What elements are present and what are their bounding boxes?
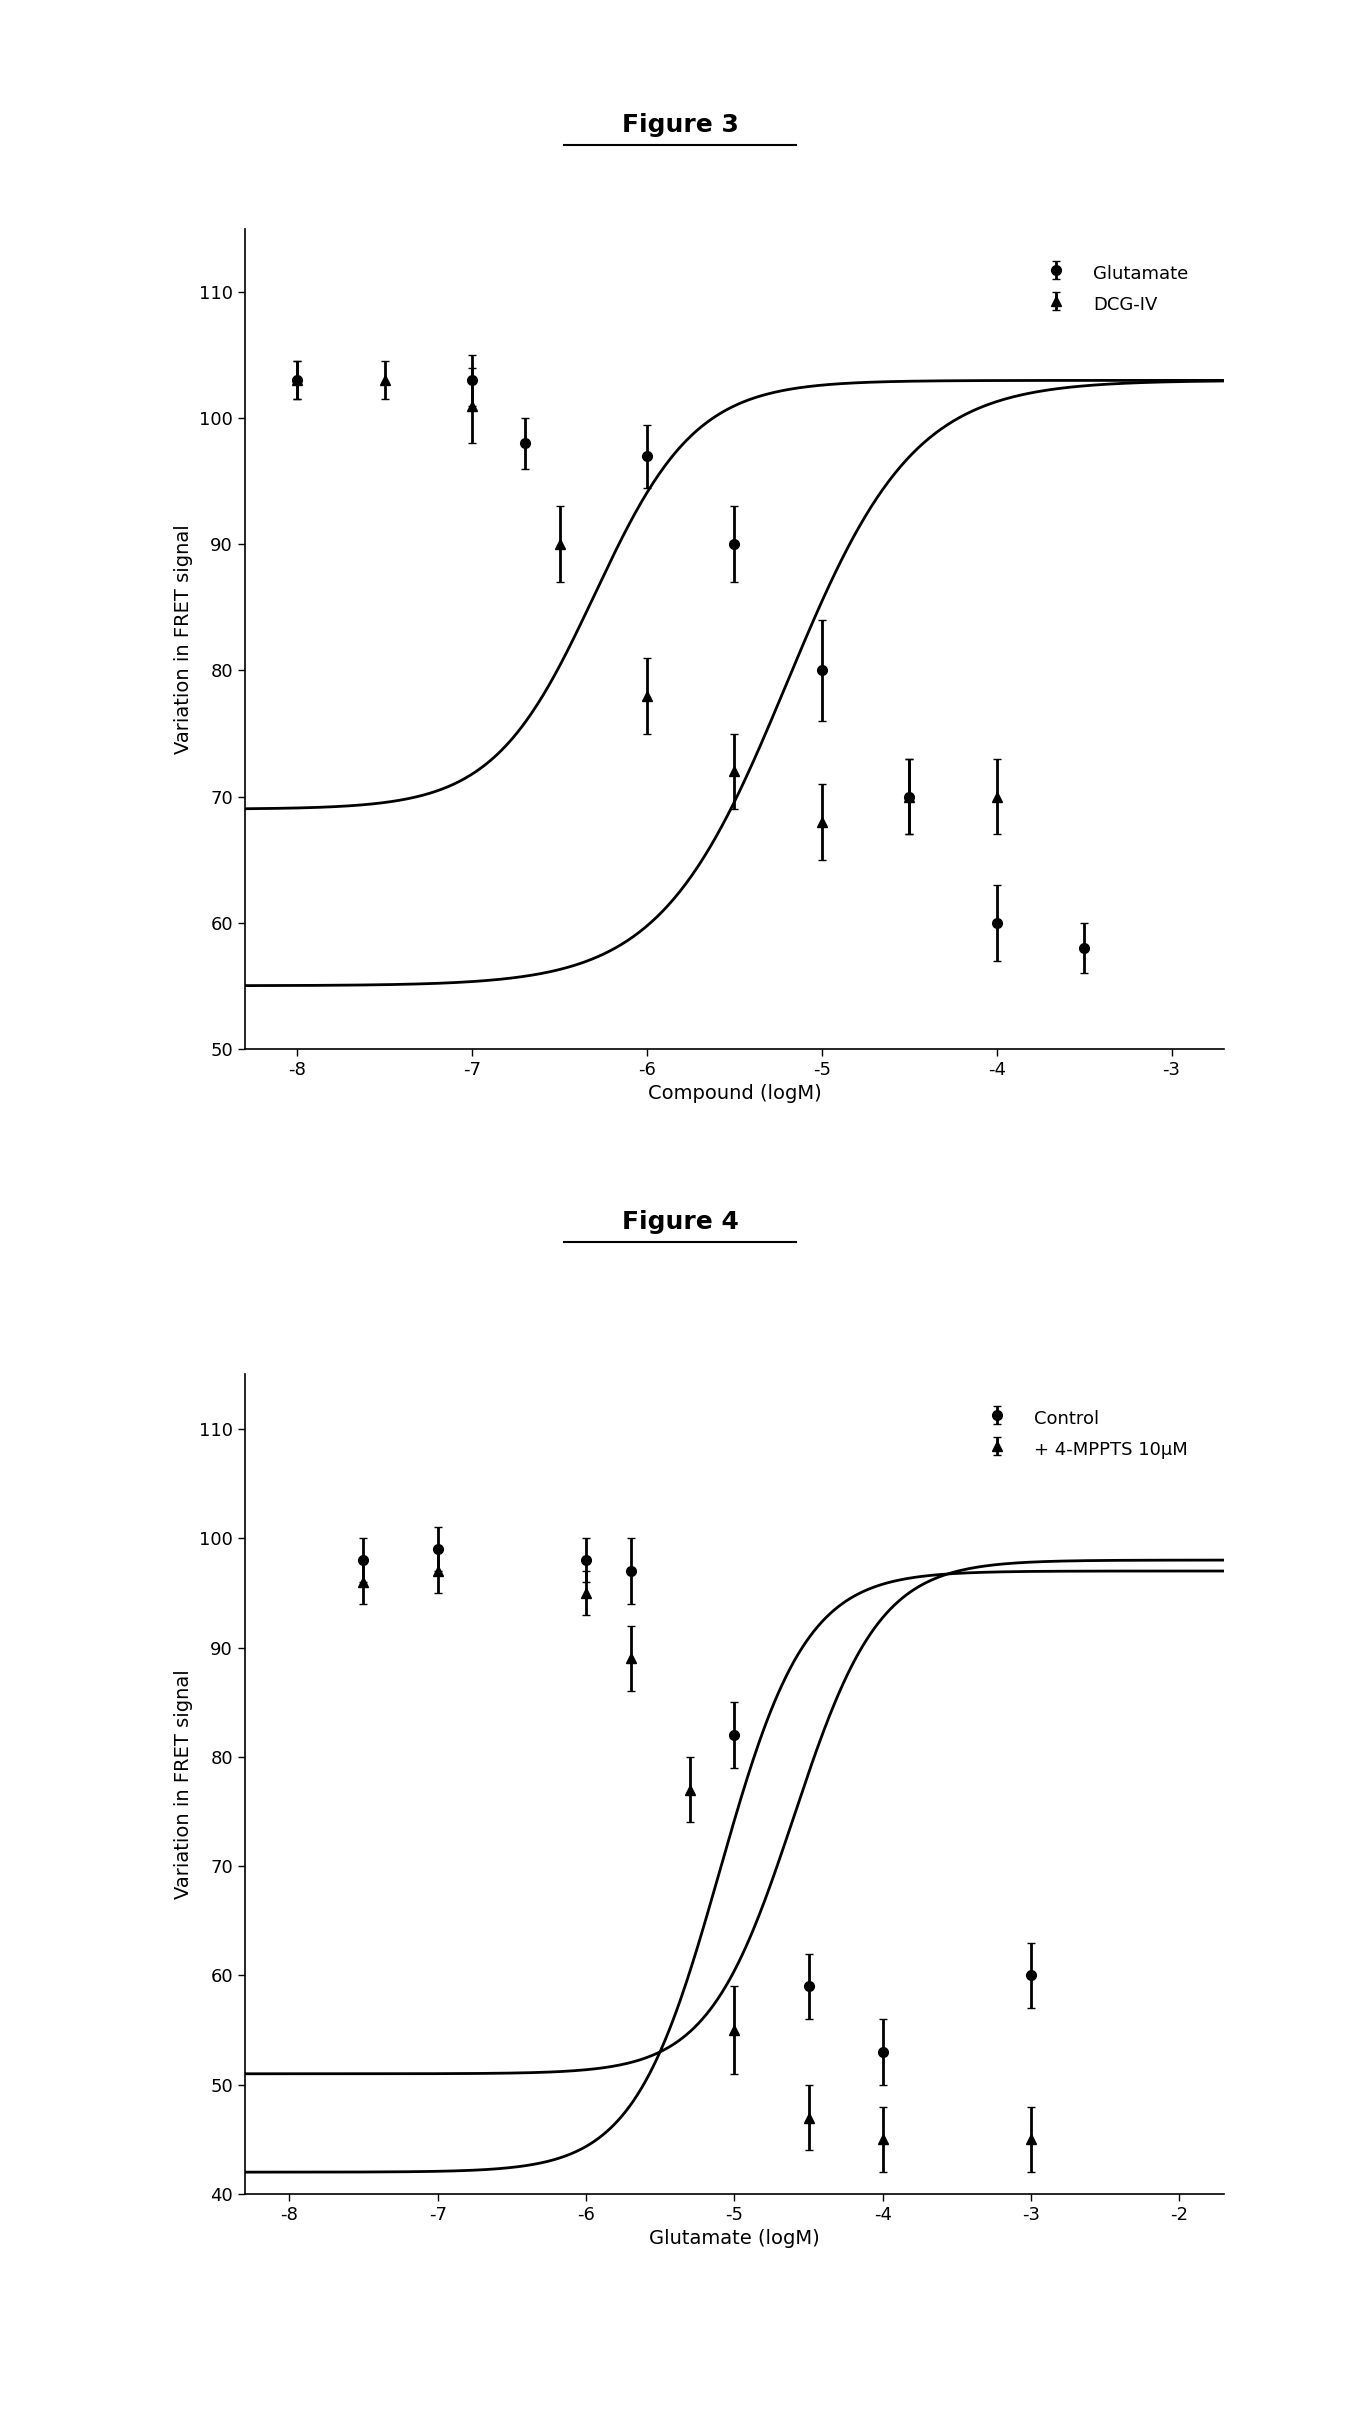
Legend: Control, + 4-MPPTS 10μM: Control, + 4-MPPTS 10μM [967,1401,1195,1468]
X-axis label: Glutamate (logM): Glutamate (logM) [649,2230,820,2249]
Y-axis label: Variation in FRET signal: Variation in FRET signal [174,1668,193,1900]
Legend: Glutamate, DCG-IV: Glutamate, DCG-IV [1025,256,1195,323]
Y-axis label: Variation in FRET signal: Variation in FRET signal [174,523,193,755]
Text: Figure 4: Figure 4 [622,1210,738,1234]
X-axis label: Compound (logM): Compound (logM) [647,1085,821,1104]
Text: Figure 3: Figure 3 [622,113,738,137]
